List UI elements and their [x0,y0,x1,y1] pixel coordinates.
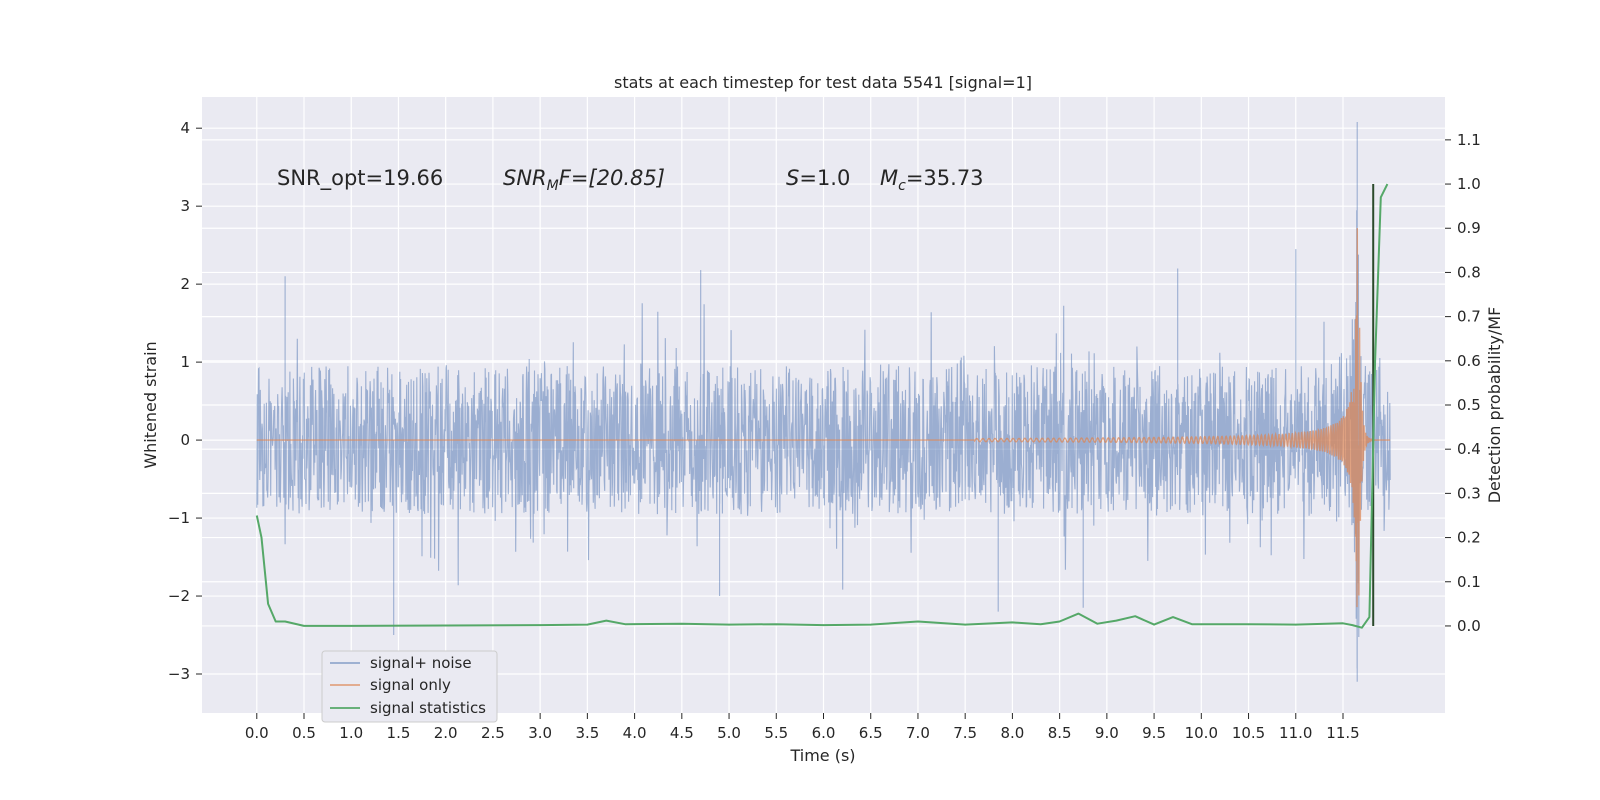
series-signal-only [256,228,1391,608]
y-axis-right-label: Detection probability/MF [1485,307,1504,504]
annotation-snr-mf: SNRMF=[20.85] [503,166,665,194]
x-axis-label: Time (s) [789,746,855,765]
y-left-tick-label: 0 [180,431,190,449]
y-left-tick-label: 1 [180,353,190,371]
x-tick-label: 0.0 [245,724,269,742]
x-tick-label: 4.0 [623,724,647,742]
y-left-tick-label: 4 [180,119,190,137]
x-tick-label: 1.5 [387,724,411,742]
y-left-tick-label: 2 [180,275,190,293]
x-tick-label: 1.0 [339,724,363,742]
legend-label-signal-statistics: signal statistics [370,699,486,717]
x-tick-label: 7.0 [906,724,930,742]
x-tick-label: 3.5 [575,724,599,742]
y-axis-left-ticks: −3 −2 −1 0 1 2 3 4 [168,119,202,683]
y-axis-right-ticks: 0.0 0.1 0.2 0.3 0.4 0.5 0.6 0.7 0.8 0.9 1.0 1.1 [1445,131,1481,635]
y-right-tick-label: 0.5 [1457,396,1481,414]
y-right-tick-label: 0.9 [1457,219,1481,237]
series-signal-statistics [255,183,1389,629]
series-layer [255,122,1391,682]
x-tick-label: 6.0 [812,724,836,742]
y-right-tick-label: 0.4 [1457,440,1481,458]
x-tick-label: 8.0 [1000,724,1024,742]
legend: signal+ noise signal only signal statist… [321,650,498,723]
annotation-mc: Mc=35.73 [880,166,984,194]
y-right-tick-label: 0.2 [1457,529,1481,547]
x-tick-label: 0.5 [292,724,316,742]
y-right-tick-label: 1.0 [1457,175,1481,193]
y-right-tick-label: 0.0 [1457,617,1481,635]
x-tick-label: 11.5 [1326,724,1359,742]
x-tick-label: 2.0 [434,724,458,742]
legend-label-signal-only: signal only [370,676,451,694]
chart-title: stats at each timestep for test data 554… [614,73,1032,92]
annotation-snr-opt: SNR_opt=19.66 [277,166,443,191]
x-tick-label: 9.0 [1095,724,1119,742]
legend-box [321,650,498,723]
y-axis-left-label: Whitened strain [141,341,160,468]
y-right-tick-label: 0.3 [1457,484,1481,502]
x-tick-label: 10.0 [1185,724,1218,742]
x-tick-label: 9.5 [1142,724,1166,742]
y-right-tick-label: 0.6 [1457,352,1481,370]
legend-label-signal-noise: signal+ noise [370,654,472,672]
x-tick-label: 2.5 [481,724,505,742]
x-tick-label: 10.5 [1232,724,1265,742]
y-left-tick-label: 3 [180,197,190,215]
x-tick-label: 4.5 [670,724,694,742]
x-tick-label: 3.0 [528,724,552,742]
y-left-tick-label: −2 [168,587,190,605]
grid [202,97,1445,713]
x-tick-label: 7.5 [953,724,977,742]
y-left-tick-label: −3 [168,665,190,683]
x-axis-ticks: 0.0 0.5 1.0 1.5 2.0 2.5 3.0 3.5 4.0 4.5 5.0 5.5 6.0 6… [245,713,1360,742]
annotation-s: S=1.0 [786,166,850,190]
x-tick-label: 5.5 [764,724,788,742]
x-tick-label: 5.0 [717,724,741,742]
x-tick-label: 6.5 [859,724,883,742]
y-left-tick-label: −1 [168,509,190,527]
y-right-tick-label: 0.8 [1457,263,1481,281]
y-right-tick-label: 1.1 [1457,131,1481,149]
y-right-tick-label: 0.1 [1457,573,1481,591]
x-tick-label: 11.0 [1279,724,1312,742]
x-tick-label: 8.5 [1048,724,1072,742]
y-right-tick-label: 0.7 [1457,308,1481,326]
